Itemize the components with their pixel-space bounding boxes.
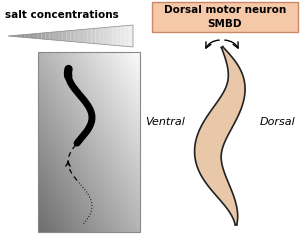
Polygon shape: [41, 33, 46, 39]
Polygon shape: [104, 27, 108, 45]
Polygon shape: [112, 26, 116, 45]
Polygon shape: [33, 33, 37, 38]
Polygon shape: [12, 35, 16, 37]
Polygon shape: [50, 32, 54, 40]
Polygon shape: [20, 35, 25, 38]
Text: Dorsal: Dorsal: [260, 117, 296, 127]
Polygon shape: [95, 28, 100, 44]
Polygon shape: [121, 26, 125, 46]
Polygon shape: [54, 32, 58, 40]
Polygon shape: [25, 34, 29, 38]
Polygon shape: [87, 29, 91, 43]
Polygon shape: [83, 29, 87, 43]
Polygon shape: [79, 29, 83, 43]
Polygon shape: [16, 35, 20, 37]
Polygon shape: [58, 31, 62, 41]
Polygon shape: [129, 25, 133, 47]
Polygon shape: [37, 33, 41, 39]
Polygon shape: [100, 28, 104, 45]
Polygon shape: [125, 25, 129, 47]
Polygon shape: [66, 30, 70, 41]
Polygon shape: [91, 28, 95, 44]
Bar: [152, 2, 298, 32]
Text: Dorsal motor neuron: Dorsal motor neuron: [164, 5, 286, 15]
Polygon shape: [195, 46, 245, 225]
Polygon shape: [29, 34, 33, 38]
Polygon shape: [70, 30, 75, 42]
Polygon shape: [108, 27, 112, 45]
Text: salt concentrations: salt concentrations: [5, 10, 119, 20]
Text: Ventral: Ventral: [145, 117, 185, 127]
Text: SMBD: SMBD: [208, 19, 242, 29]
Polygon shape: [116, 26, 121, 46]
Polygon shape: [62, 31, 66, 41]
Polygon shape: [46, 32, 50, 40]
Polygon shape: [75, 30, 79, 42]
Bar: [38, 52, 140, 232]
